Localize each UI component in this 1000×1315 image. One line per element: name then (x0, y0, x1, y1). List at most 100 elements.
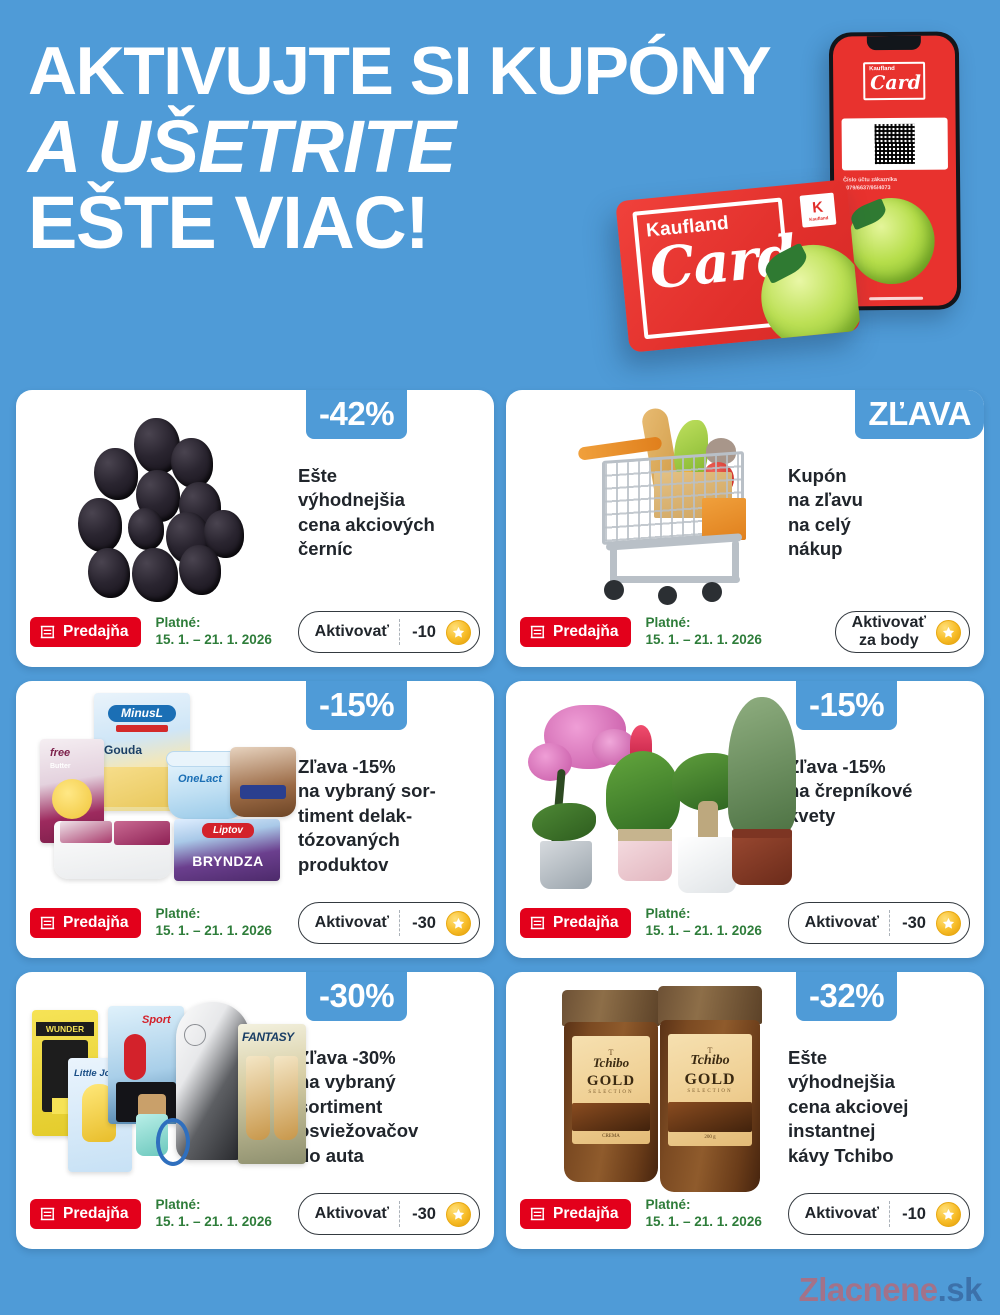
points-value: -30 (412, 1204, 436, 1223)
phone-qr-panel (841, 117, 948, 171)
validity-dates: 15. 1. – 21. 1. 2026 (155, 1214, 272, 1229)
watermark-tld: .sk (937, 1271, 983, 1308)
store-badge: Predajňa (520, 617, 632, 647)
coupon-body: WUNDER BAUM Little Joe Sport (16, 972, 494, 1189)
coupon-description: Zľava -15% na vybraný sor- timent delak-… (298, 756, 436, 875)
validity-label: Platné: (155, 906, 201, 922)
store-badge-label: Predajňa (63, 914, 129, 931)
validity-label: Platné: (645, 906, 691, 922)
validity-label: Platné: (155, 1197, 201, 1213)
validity-dates: 15. 1. – 21. 1. 2026 (645, 1214, 762, 1229)
store-icon (530, 916, 545, 930)
store-icon (40, 916, 55, 930)
phone-card-logo: Kaufland Card (863, 61, 926, 101)
validity-block: Platné: 15. 1. – 21. 1. 2026 (645, 615, 761, 649)
leaf-icon (847, 198, 889, 231)
coin-star-icon (446, 1201, 471, 1227)
activate-label: Aktivovať (314, 1205, 389, 1223)
store-icon (40, 1207, 55, 1221)
coupon-card[interactable]: ZĽAVA (506, 390, 984, 667)
lactose-free-products-image: MinusL Gouda free Butter OneLact (16, 681, 296, 898)
headline-line-3: EŠTE VIAC! (28, 181, 430, 265)
car-air-fresheners-image: WUNDER BAUM Little Joe Sport (16, 972, 306, 1189)
page-header: AKTIVUJTE SI KUPÓNY A UŠETRITE EŠTE VIAC… (0, 0, 1000, 390)
phone-account-number: 0079/6637/95/4073 (843, 185, 891, 192)
validity-dates: 15. 1. – 21. 1. 2026 (155, 632, 272, 647)
coupon-body: Zľava -15% na črepníkové kvety (506, 681, 984, 898)
button-divider (399, 619, 400, 645)
phone-home-indicator (869, 296, 924, 301)
activate-button[interactable]: Aktivovať -10 (787, 1193, 970, 1235)
store-badge: Predajňa (30, 908, 142, 938)
activate-button[interactable]: Aktivovať -30 (297, 1193, 480, 1235)
kaufland-logo-letter: K (811, 198, 824, 217)
activate-label: Aktivovať za body (851, 614, 926, 649)
discount-badge: ZĽAVA (855, 390, 984, 439)
kaufland-card-artwork: Kaufland Card Číslo účtu zákazníka 0079/… (610, 22, 1000, 382)
coupon-card[interactable]: -32% T Tchibo GOLD SELECTION CREMA T (506, 972, 984, 1249)
coupon-footer: Predajňa Platné: 15. 1. – 21. 1. 2026 Ak… (506, 607, 984, 667)
store-badge-label: Predajňa (553, 914, 619, 931)
kaufland-logo-text: Kaufland (808, 214, 829, 222)
coupon-body: T Tchibo GOLD SELECTION CREMA T Tchibo G… (506, 972, 984, 1192)
activate-button[interactable]: Aktivovať -30 (787, 902, 970, 944)
store-icon (530, 625, 545, 639)
store-badge: Predajňa (30, 617, 142, 647)
points-value: -30 (412, 913, 436, 932)
coupon-footer: Predajňa Platné: 15. 1. – 21. 1. 2026 Ak… (16, 898, 494, 958)
validity-dates: 15. 1. – 21. 1. 2026 (155, 923, 272, 938)
kaufland-logo-icon: K Kaufland (799, 192, 837, 228)
apple-image (847, 197, 935, 285)
button-divider (399, 1201, 400, 1227)
headline-line-1: AKTIVUJTE SI KUPÓNY (28, 33, 772, 109)
coupon-card[interactable]: -15% (506, 681, 984, 958)
points-value: -10 (902, 1204, 926, 1223)
coin-star-icon (936, 910, 961, 936)
watermark-name: Zlacnene (798, 1271, 939, 1308)
activate-label: Aktivovať (804, 1205, 879, 1223)
coupon-card[interactable]: -30% WUNDER BAUM Little Joe Sport (16, 972, 494, 1249)
validity-dates: 15. 1. – 21. 1. 2026 (645, 632, 762, 647)
coin-star-icon (446, 910, 471, 936)
points-value: -30 (902, 913, 926, 932)
validity-block: Platné: 15. 1. – 21. 1. 2026 (155, 906, 271, 940)
coin-star-icon (446, 619, 471, 645)
phone-card-word: Card (870, 71, 922, 95)
headline-line-2: A UŠETRITE (28, 104, 456, 188)
validity-dates: 15. 1. – 21. 1. 2026 (645, 923, 762, 938)
discount-badge: -42% (306, 390, 408, 439)
store-icon (40, 625, 55, 639)
site-watermark: Zlacnene.sk (798, 1271, 983, 1309)
phone-notch (866, 35, 921, 51)
coupon-footer: Predajňa Platné: 15. 1. – 21. 1. 2026 Ak… (16, 607, 494, 667)
headline-block: AKTIVUJTE SI KUPÓNY A UŠETRITE EŠTE VIAC… (28, 33, 1000, 265)
coupon-body: Kupón na zľavu na celý nákup (506, 390, 984, 607)
kaufland-card: Kaufland Card K Kaufland (615, 179, 861, 353)
store-badge: Predajňa (520, 908, 632, 938)
blackberries-image (16, 390, 296, 607)
button-divider (889, 910, 890, 936)
apple-image (756, 240, 861, 353)
shopping-cart-image (506, 390, 786, 607)
validity-block: Platné: 15. 1. – 21. 1. 2026 (645, 1197, 761, 1231)
coupon-description: Ešte výhodnejšia cena akciových černíc (298, 465, 435, 560)
activate-button[interactable]: Aktivovať -10 (297, 611, 480, 653)
store-badge-label: Predajňa (63, 1205, 129, 1222)
activate-button[interactable]: Aktivovať za body (834, 611, 970, 653)
coupon-footer: Predajňa Platné: 15. 1. – 21. 1. 2026 Ak… (506, 898, 984, 958)
store-badge-label: Predajňa (63, 623, 129, 640)
button-divider (889, 1201, 890, 1227)
coin-star-icon (936, 1201, 961, 1227)
coupon-footer: Predajňa Platné: 15. 1. – 21. 1. 2026 Ak… (16, 1189, 494, 1249)
coupon-body: MinusL Gouda free Butter OneLact (16, 681, 494, 898)
activate-button[interactable]: Aktivovať -30 (297, 902, 480, 944)
discount-badge: -15% (306, 681, 408, 730)
store-badge-label: Predajňa (553, 1205, 619, 1222)
coupon-card[interactable]: -15% MinusL Gouda free Butter OneLact (16, 681, 494, 958)
points-value: -10 (412, 622, 436, 641)
tchibo-gold-coffee-image: T Tchibo GOLD SELECTION CREMA T Tchibo G… (506, 972, 786, 1192)
qr-code-icon (874, 123, 915, 165)
coin-star-icon (936, 619, 961, 645)
coupon-card[interactable]: -42% Ešte výhodnejšia cena akciových čer… (16, 390, 494, 667)
validity-label: Platné: (645, 615, 691, 631)
